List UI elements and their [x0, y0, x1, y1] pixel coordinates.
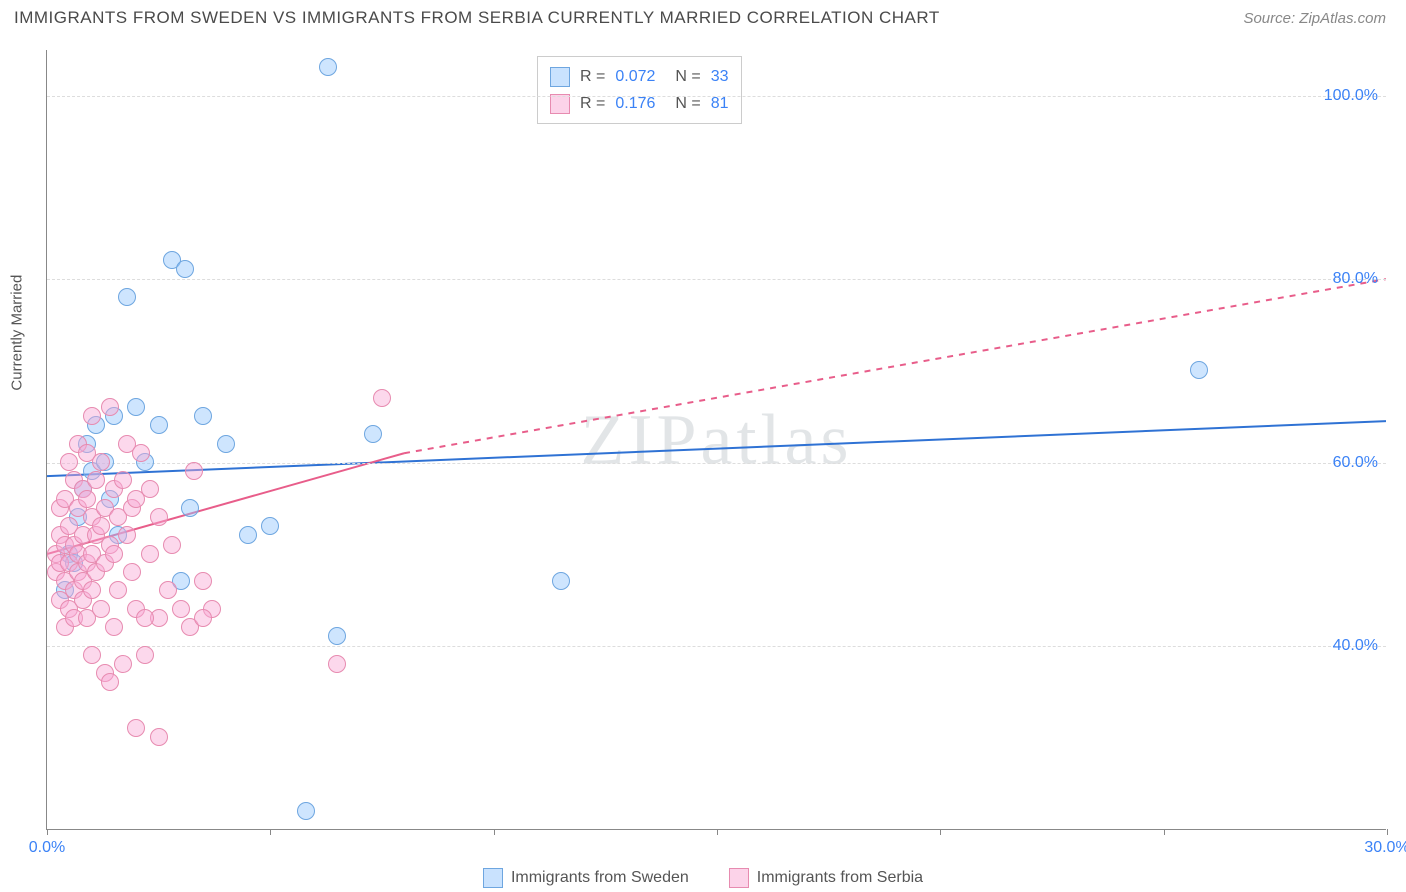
scatter-point	[114, 471, 132, 489]
stat-n-value: 81	[711, 90, 729, 117]
scatter-point	[136, 609, 154, 627]
scatter-point	[127, 719, 145, 737]
scatter-point	[176, 260, 194, 278]
scatter-point	[1190, 361, 1208, 379]
scatter-point	[92, 600, 110, 618]
x-tick	[940, 829, 941, 835]
y-axis-label: 40.0%	[1333, 637, 1378, 655]
legend-swatch	[550, 67, 570, 87]
scatter-point	[127, 398, 145, 416]
legend-label: Immigrants from Serbia	[757, 869, 923, 887]
scatter-chart: Currently Married ZIPatlas R =0.072N =33…	[46, 50, 1386, 830]
gridline	[47, 646, 1386, 647]
y-axis-label: 60.0%	[1333, 454, 1378, 472]
chart-title: IMMIGRANTS FROM SWEDEN VS IMMIGRANTS FRO…	[14, 8, 940, 28]
scatter-point	[159, 581, 177, 599]
legend-swatch	[483, 868, 503, 888]
source-attribution: Source: ZipAtlas.com	[1243, 10, 1386, 27]
x-axis-label: 0.0%	[29, 839, 65, 857]
scatter-point	[92, 453, 110, 471]
stats-row: R = 0.176 N = 81	[550, 90, 729, 117]
scatter-point	[141, 545, 159, 563]
scatter-point	[83, 407, 101, 425]
y-axis-label: 80.0%	[1333, 270, 1378, 288]
scatter-point	[261, 517, 279, 535]
gridline	[47, 279, 1386, 280]
scatter-point	[194, 609, 212, 627]
y-axis-label: 100.0%	[1324, 87, 1378, 105]
scatter-point	[136, 646, 154, 664]
stat-n-label: N =	[675, 63, 700, 90]
x-axis-label: 30.0%	[1364, 839, 1406, 857]
y-axis-title: Currently Married	[9, 274, 26, 390]
scatter-point	[163, 536, 181, 554]
scatter-point	[101, 673, 119, 691]
x-tick	[47, 829, 48, 835]
scatter-point	[239, 526, 257, 544]
scatter-point	[114, 655, 132, 673]
legend-item: Immigrants from Sweden	[483, 868, 689, 888]
scatter-point	[118, 526, 136, 544]
scatter-point	[328, 655, 346, 673]
legend-swatch	[729, 868, 749, 888]
scatter-point	[150, 508, 168, 526]
trend-lines-layer	[47, 50, 1386, 829]
watermark: ZIPatlas	[581, 398, 853, 481]
scatter-point	[364, 425, 382, 443]
x-tick	[494, 829, 495, 835]
scatter-point	[60, 453, 78, 471]
stat-r-label: R =	[580, 63, 605, 90]
scatter-point	[83, 581, 101, 599]
gridline	[47, 96, 1386, 97]
stats-row: R = 0.072 N = 33	[550, 63, 729, 90]
scatter-point	[118, 288, 136, 306]
scatter-point	[217, 435, 235, 453]
scatter-point	[181, 499, 199, 517]
scatter-point	[319, 58, 337, 76]
legend-item: Immigrants from Serbia	[729, 868, 923, 888]
gridline	[47, 463, 1386, 464]
stat-r-value: 0.072	[615, 63, 655, 90]
scatter-point	[101, 398, 119, 416]
scatter-point	[328, 627, 346, 645]
scatter-point	[123, 563, 141, 581]
scatter-point	[87, 471, 105, 489]
scatter-point	[150, 416, 168, 434]
scatter-point	[78, 490, 96, 508]
x-tick	[1164, 829, 1165, 835]
scatter-point	[185, 462, 203, 480]
stat-r-value: 0.176	[615, 90, 655, 117]
scatter-point	[105, 545, 123, 563]
scatter-point	[373, 389, 391, 407]
scatter-point	[141, 480, 159, 498]
scatter-point	[194, 572, 212, 590]
x-tick	[1387, 829, 1388, 835]
stat-n-label: N =	[675, 90, 700, 117]
scatter-point	[105, 618, 123, 636]
scatter-point	[109, 581, 127, 599]
scatter-point	[132, 444, 150, 462]
legend-label: Immigrants from Sweden	[511, 869, 689, 887]
x-tick	[717, 829, 718, 835]
stat-r-label: R =	[580, 90, 605, 117]
legend: Immigrants from Sweden Immigrants from Se…	[0, 868, 1406, 888]
scatter-point	[552, 572, 570, 590]
x-tick	[270, 829, 271, 835]
scatter-point	[194, 407, 212, 425]
scatter-point	[150, 728, 168, 746]
stat-n-value: 33	[711, 63, 729, 90]
scatter-point	[172, 600, 190, 618]
scatter-point	[92, 517, 110, 535]
correlation-stats-box: R = 0.072 N = 33 R = 0.176 N = 81	[537, 56, 742, 124]
scatter-point	[297, 802, 315, 820]
scatter-point	[83, 646, 101, 664]
